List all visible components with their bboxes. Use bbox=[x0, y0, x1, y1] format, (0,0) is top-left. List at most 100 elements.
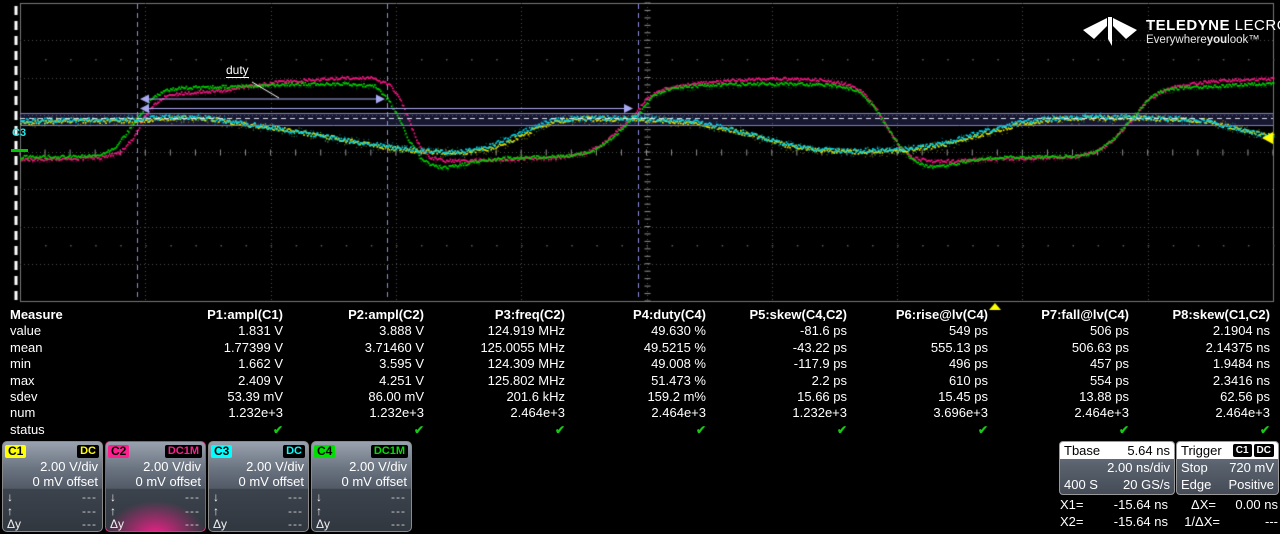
channel-box-c2[interactable]: C2 DC1M 2.00 V/div 0 mV offset ↓ --- ↑ --- Δy --- bbox=[105, 441, 206, 532]
channel-scale: 2.00 V/div bbox=[209, 459, 308, 474]
channel-badge: C2 bbox=[108, 445, 129, 458]
c4-ground-level-bar bbox=[11, 149, 28, 152]
cursor-delta-row: ↓ --- bbox=[106, 491, 205, 505]
trigger-label: Trigger bbox=[1181, 443, 1222, 458]
channel-scale: 2.00 V/div bbox=[312, 459, 411, 474]
cursor-delta-value: --- bbox=[185, 491, 200, 505]
oscilloscope-screen: { "logo": { "title_bold": "TELEDYNE", "t… bbox=[0, 0, 1280, 534]
measure-cell: 13.88 ps bbox=[991, 389, 1132, 405]
measure-cell: -43.22 ps bbox=[709, 340, 850, 356]
cursor-arrow-icon: Δy bbox=[213, 518, 227, 532]
channel-box-c4[interactable]: C4 DC1M 2.00 V/div 0 mV offset ↓ --- ↑ --- Δy --- bbox=[311, 441, 412, 532]
measure-param-header[interactable]: P8:skew(C1,C2) bbox=[1132, 307, 1273, 323]
measure-status-check: ✔ bbox=[991, 422, 1132, 438]
measure-cell: 1.662 V bbox=[145, 356, 286, 372]
measure-cell: 2.464e+3 bbox=[427, 405, 568, 421]
measure-cell: 1.232e+3 bbox=[709, 405, 850, 421]
trigger-panel[interactable]: Trigger C1 DC Stop 720 mV Edge Positive bbox=[1176, 441, 1279, 495]
timebase-delay: 5.64 ns bbox=[1127, 443, 1170, 458]
timebase-per-div: 2.00 ns/div bbox=[1107, 459, 1170, 476]
measure-cell: 15.66 ps bbox=[709, 389, 850, 405]
channel-box-c3[interactable]: C3 DC 2.00 V/div 0 mV offset ↓ --- ↑ --- Δy --- bbox=[208, 441, 309, 532]
measure-cell: 49.630 % bbox=[568, 323, 709, 339]
measure-cell: 62.56 ps bbox=[1132, 389, 1273, 405]
channel-offset: 0 mV offset bbox=[106, 474, 205, 489]
timebase-sample-rate: 20 GS/s bbox=[1123, 476, 1170, 493]
measure-status-check: ✔ bbox=[1132, 422, 1273, 438]
trigger-source-badge: C1 bbox=[1233, 444, 1252, 457]
timebase-panel[interactable]: Tbase 5.64 ns 2.00 ns/div 400 S 20 GS/s bbox=[1059, 441, 1175, 495]
measure-cell: 554 ps bbox=[991, 373, 1132, 389]
cursor-readout: X1= -15.64 ns ΔX= 0.00 ns X2= -15.64 ns … bbox=[1060, 496, 1280, 530]
measure-cell: 4.251 V bbox=[286, 373, 427, 389]
channel-offset: 0 mV offset bbox=[3, 474, 102, 489]
measure-row-label: status bbox=[10, 422, 145, 438]
measure-cell: 457 ps bbox=[991, 356, 1132, 372]
measure-param-header[interactable]: P7:fall@lv(C4) bbox=[991, 307, 1132, 323]
cursor-delta-row: ↓ --- bbox=[3, 491, 102, 505]
channel-badge: C3 bbox=[211, 445, 232, 458]
measure-cell: 2.464e+3 bbox=[1132, 405, 1273, 421]
measure-cell: 2.2 ps bbox=[709, 373, 850, 389]
cursor-delta-row: ↑ --- bbox=[312, 505, 411, 519]
cursor-delta-value: --- bbox=[185, 505, 200, 519]
invdx-label: 1/ΔX= bbox=[1168, 513, 1220, 530]
measure-status-check: ✔ bbox=[286, 422, 427, 438]
measure-param-header[interactable]: P5:skew(C4,C2) bbox=[709, 307, 850, 323]
cursor-delta-value: --- bbox=[288, 518, 303, 532]
channel-offset: 0 mV offset bbox=[312, 474, 411, 489]
teledyne-lecroy-logo: TELEDYNE LECROY Everywhereyoulook™ bbox=[1082, 13, 1280, 51]
x1-label: X1= bbox=[1060, 496, 1092, 513]
cursor-delta-row: ↑ --- bbox=[106, 505, 205, 519]
coupling-badge: DC1M bbox=[165, 445, 202, 458]
measure-cell: 3.595 V bbox=[286, 356, 427, 372]
measure-cell: 124.919 MHz bbox=[427, 323, 568, 339]
measure-row-label: sdev bbox=[10, 389, 145, 405]
measure-cell: 49.5215 % bbox=[568, 340, 709, 356]
channel-scale: 2.00 V/div bbox=[106, 459, 205, 474]
measure-row-label: min bbox=[10, 356, 145, 372]
cursor-delta-row: ↑ --- bbox=[3, 505, 102, 519]
channel-box-c1[interactable]: C1 DC 2.00 V/div 0 mV offset ↓ --- ↑ --- Δy --- bbox=[2, 441, 103, 532]
measure-param-header[interactable]: P2:ampl(C2) bbox=[286, 307, 427, 323]
trigger-type: Edge bbox=[1181, 476, 1211, 493]
measure-cell: 549 ps bbox=[850, 323, 991, 339]
measure-cell: 3.888 V bbox=[286, 323, 427, 339]
measure-title: Measure bbox=[10, 307, 145, 323]
channel-offset: 0 mV offset bbox=[209, 474, 308, 489]
trigger-slope: Positive bbox=[1228, 476, 1274, 493]
measure-param-header[interactable]: P6:rise@lv(C4) bbox=[850, 307, 991, 323]
dx-label: ΔX= bbox=[1168, 496, 1220, 513]
measure-status-check: ✔ bbox=[145, 422, 286, 438]
measure-cell: 2.14375 ns bbox=[1132, 340, 1273, 356]
cursor-arrow-icon: Δy bbox=[7, 518, 21, 532]
measure-row-label: num bbox=[10, 405, 145, 421]
measure-cell: 201.6 kHz bbox=[427, 389, 568, 405]
measure-cell: 125.802 MHz bbox=[427, 373, 568, 389]
trigger-level: 720 mV bbox=[1229, 459, 1274, 476]
cursor-arrow-icon: ↑ bbox=[213, 505, 219, 519]
timebase-samples: 400 S bbox=[1064, 476, 1098, 493]
measure-cell: 610 ps bbox=[850, 373, 991, 389]
measure-param-header[interactable]: P1:ampl(C1) bbox=[145, 307, 286, 323]
teledyne-arrows-icon bbox=[1082, 13, 1138, 51]
cursor-delta-row: Δy --- bbox=[106, 518, 205, 532]
measure-cell: 1.831 V bbox=[145, 323, 286, 339]
channel-ground-marker[interactable]: C3 bbox=[12, 128, 26, 139]
channel-scale: 2.00 V/div bbox=[3, 459, 102, 474]
cursor-arrow-icon: ↑ bbox=[110, 505, 116, 519]
duty-annotation-label: duty bbox=[226, 64, 249, 78]
measure-param-header[interactable]: P4:duty(C4) bbox=[568, 307, 709, 323]
measure-row-label: max bbox=[10, 373, 145, 389]
cursor-arrow-icon: Δy bbox=[110, 518, 124, 532]
cursor-delta-row: ↑ --- bbox=[209, 505, 308, 519]
measure-cell: 1.232e+3 bbox=[286, 405, 427, 421]
x2-value: -15.64 ns bbox=[1092, 513, 1168, 530]
invdx-value: --- bbox=[1220, 513, 1278, 530]
measure-cell: 2.464e+3 bbox=[991, 405, 1132, 421]
cursor-arrow-icon: ↑ bbox=[7, 505, 13, 519]
trigger-coupling-badge: DC bbox=[1254, 444, 1274, 457]
measure-param-header[interactable]: P3:freq(C2) bbox=[427, 307, 568, 323]
measure-table: Measure P1:ampl(C1) P2:ampl(C2) P3:freq(C2)… bbox=[0, 307, 1273, 438]
measure-status-check: ✔ bbox=[427, 422, 568, 438]
